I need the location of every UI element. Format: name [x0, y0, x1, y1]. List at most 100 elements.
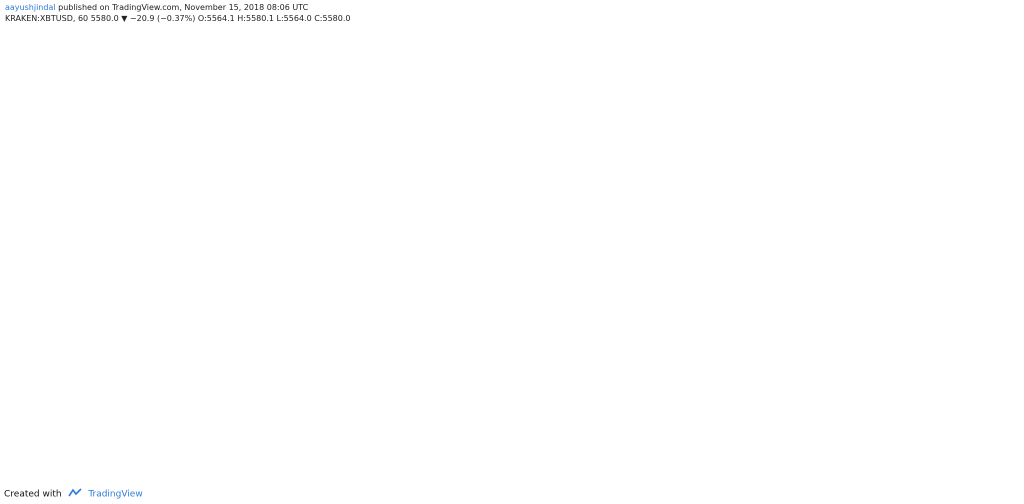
price-tag-bg	[984, 108, 1016, 119]
macd-line	[10, 418, 559, 464]
candle-body	[109, 62, 115, 69]
pane-frame	[4, 27, 984, 357]
y-tick-label: 6400.0	[987, 41, 1012, 49]
x-tick-label: 18:00	[61, 475, 81, 483]
price-tag-bg	[984, 254, 1016, 265]
x-tick-label: 12:00	[771, 475, 791, 483]
rsi-title: RSI (14, close)	[8, 364, 59, 372]
chart-title: XBT / USD, 60, KRAKEN	[8, 29, 96, 38]
fib-label: 0.618(5928.9)	[916, 164, 966, 172]
sma-line	[9, 43, 559, 105]
candle-body	[546, 269, 552, 272]
macd-pane: MACD (12, 26, close, 9)	[8, 415, 559, 464]
x-tick-label: 06:00	[534, 475, 554, 483]
arrow-head-icon	[629, 286, 640, 298]
candle-body	[397, 140, 403, 235]
publish-line: aayushjindal published on TradingView.co…	[5, 3, 308, 12]
candle-body	[490, 269, 496, 287]
x-tick-label: 18:00	[440, 475, 460, 483]
y-tick-label: 5900.0	[987, 178, 1012, 186]
candle-body	[7, 47, 13, 49]
price-tag: 6377.5	[987, 47, 1012, 55]
candle-body	[91, 60, 97, 62]
candle-body	[444, 279, 450, 300]
candle-body	[137, 66, 143, 69]
candle-body	[72, 56, 78, 58]
x-tick-label: 16	[682, 475, 691, 483]
x-tick-label: 06:00	[723, 475, 743, 483]
rsi-band	[5, 376, 983, 396]
candle-body	[416, 272, 422, 283]
tradingview-brand[interactable]: TradingView	[88, 489, 143, 500]
countdown-label: 53:48	[989, 276, 1009, 284]
macd-tick-label: -100.0000	[987, 438, 1023, 446]
rsi-pane: RSI (14, close)	[5, 364, 983, 404]
sma-label: SMA (100, close)	[8, 39, 63, 47]
triangle-upper-line	[399, 232, 549, 272]
candle-body	[527, 271, 533, 276]
y-tick-label: 5800.0	[987, 205, 1012, 213]
candle-body	[471, 264, 477, 271]
macd-tick-label: -200.0000	[987, 460, 1023, 468]
candle-body	[100, 60, 106, 63]
candle-body	[406, 234, 412, 273]
pane-frame	[4, 360, 984, 412]
candle-body	[63, 53, 69, 58]
candle-body	[239, 68, 245, 74]
candle-body	[258, 72, 264, 77]
candle-body	[341, 75, 347, 83]
candle-body	[146, 66, 152, 69]
y-tick-label: 5500.0	[987, 287, 1012, 295]
fib-label: 1(6295.3)	[932, 64, 967, 72]
grid	[4, 27, 984, 471]
candle-body	[44, 49, 50, 51]
created-with-text: Created with	[4, 489, 62, 500]
axes: 12:00 18:00 13 06:00 12:00 18:00 14 06:00 12:00 1…	[14, 41, 1023, 483]
candle-body	[379, 107, 385, 113]
candle-body	[481, 269, 487, 271]
candle-body	[16, 46, 22, 49]
fib-label: 0.236(5562.6)	[916, 264, 966, 272]
x-tick-label: 12:00	[582, 475, 602, 483]
scenario-arrow-down	[592, 211, 637, 298]
tradingview-logo-icon	[68, 488, 83, 500]
candle-body	[174, 71, 180, 73]
x-tick-label: 14	[303, 475, 312, 483]
y-tick-label: 6100.0	[987, 123, 1012, 131]
y-tick-label: 5400.0	[987, 314, 1012, 322]
x-tick-label: 17	[871, 475, 880, 483]
macd-signal-line	[10, 418, 559, 460]
x-tick-label: 06:00	[913, 475, 933, 483]
candle-body	[276, 74, 282, 80]
candle-body	[304, 73, 310, 78]
x-tick-label: 18:00	[818, 475, 838, 483]
y-tick-label: 5300.0	[987, 342, 1012, 350]
candle-body	[323, 71, 329, 74]
candle-body	[156, 68, 162, 73]
candle-body	[369, 100, 375, 108]
candle-body	[211, 69, 217, 71]
candle-body	[128, 66, 134, 69]
candle-body	[555, 268, 561, 272]
candle-body	[230, 73, 236, 78]
price-tag: 5614.4	[987, 256, 1012, 264]
x-tick-label: 12:00	[392, 475, 412, 483]
candle-body	[193, 70, 199, 74]
candle-body	[453, 284, 459, 300]
author-name[interactable]: aayushjindal	[5, 3, 56, 12]
price-tag-bg	[984, 45, 1016, 56]
candle-body	[35, 47, 41, 51]
candle-body	[26, 46, 32, 48]
candle-body	[221, 70, 227, 78]
candle-body	[286, 77, 292, 80]
candle-body	[81, 56, 87, 62]
candle-body	[332, 71, 338, 76]
candle-body	[518, 271, 524, 275]
x-tick-label: 12:00	[960, 475, 980, 483]
candle-body	[462, 264, 468, 285]
candle-body	[118, 66, 124, 69]
candle-body	[314, 73, 320, 78]
x-tick-label: 06:00	[156, 475, 176, 483]
